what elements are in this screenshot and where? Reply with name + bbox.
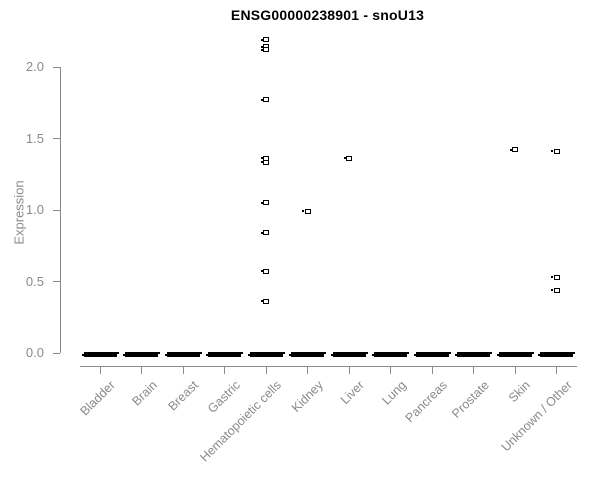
data-point-marker [551,148,560,154]
zero-cluster-bar [289,351,326,357]
y-axis-line [60,67,61,353]
data-point-marker [302,208,311,214]
y-tick-label: 0.0 [25,345,44,360]
x-tick-mark [141,366,142,374]
x-tick-mark [99,366,101,374]
zero-cluster-bar [330,351,368,357]
x-tick-mark [390,366,391,374]
y-tick-mark [53,281,60,282]
data-point-marker [509,147,518,153]
data-point-marker [260,47,269,53]
zero-cluster-bar [455,351,492,357]
zero-cluster-bar [123,351,160,357]
x-tick-mark [473,366,474,374]
zero-cluster-bar [372,351,409,357]
y-tick-mark [53,352,60,354]
y-tick-mark [53,209,60,211]
x-tick-mark [348,366,350,374]
zero-cluster-bar [538,351,575,357]
zero-cluster-bar [164,351,202,357]
data-point-marker [551,274,560,280]
x-tick-mark [514,366,516,374]
zero-cluster-bar [206,351,243,357]
y-tick-label: 1.5 [25,130,44,146]
data-point-marker [260,268,269,274]
y-tick-label: 1.0 [25,202,44,217]
data-point-marker [260,160,269,166]
data-point-marker [260,37,269,43]
data-point-marker [260,230,269,236]
zero-cluster-bar [247,351,285,357]
y-tick-mark [53,138,60,139]
x-tick-mark [224,366,225,374]
data-point-marker [343,156,352,162]
zero-cluster-bar [496,351,534,357]
y-tick-mark [53,66,60,68]
data-point-marker [551,287,560,293]
data-point-marker [260,299,269,305]
y-tick-label: 0.5 [25,273,44,289]
x-tick-mark [182,366,184,374]
zero-cluster-bar [81,351,119,357]
zero-cluster-bar [413,351,451,357]
x-tick-mark [556,366,557,374]
x-tick-mark [307,366,308,374]
data-point-marker [260,97,269,103]
y-tick-label: 2.0 [25,59,44,74]
data-point-marker [260,200,269,206]
x-tick-mark [431,366,433,374]
x-tick-mark [265,366,267,374]
x-axis-line [80,366,577,367]
chart-title: ENSG00000238901 - snoU13 [230,7,425,23]
